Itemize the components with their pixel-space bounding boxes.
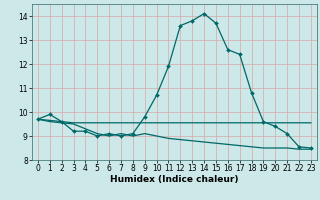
X-axis label: Humidex (Indice chaleur): Humidex (Indice chaleur): [110, 175, 239, 184]
